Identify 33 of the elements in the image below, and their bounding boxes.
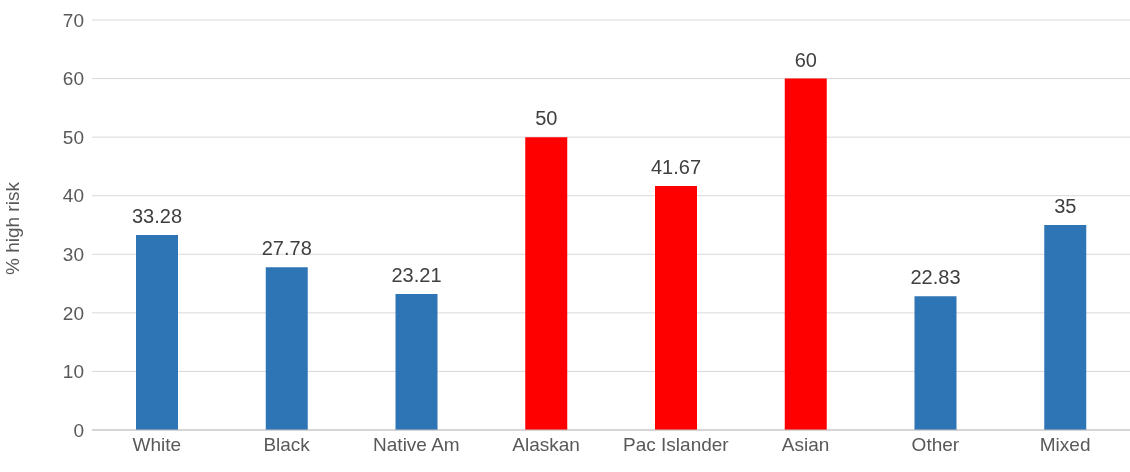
y-tick-label: 60 [62,68,84,90]
y-tick-label: 20 [62,302,84,324]
y-axis-title: % high risk [1,181,23,275]
data-label: 33.28 [131,205,183,228]
x-tick-label: Black [263,434,311,456]
bar [136,235,178,430]
y-tick-label: 10 [62,361,84,383]
y-tick-label: 30 [62,244,84,266]
y-tick-label: 70 [62,9,84,31]
bar [914,296,957,430]
x-tick-label: Alaskan [512,434,580,456]
bar [395,294,438,430]
bar [784,78,827,430]
x-tick-label: Pac Islander [623,434,730,456]
y-tick-label: 0 [73,419,84,441]
y-tick-label: 40 [62,185,84,207]
bar [525,137,568,430]
x-tick-label: Mixed [1039,434,1091,456]
bar [1044,225,1087,430]
y-tick-label: 50 [62,126,84,148]
data-label: 50 [535,107,558,130]
data-label: 60 [794,48,817,71]
bar [655,185,697,430]
data-label: 23.21 [391,264,442,287]
x-tick-label: Other [911,434,960,456]
data-label: 41.67 [650,155,702,178]
data-label: 22.83 [910,266,961,289]
data-label: 35 [1054,195,1077,217]
x-tick-label: White [132,434,182,456]
x-tick-label: Asian [781,434,830,456]
x-tick-label: Native Am [373,434,460,456]
data-label: 27.78 [261,237,312,260]
bar [265,267,308,430]
